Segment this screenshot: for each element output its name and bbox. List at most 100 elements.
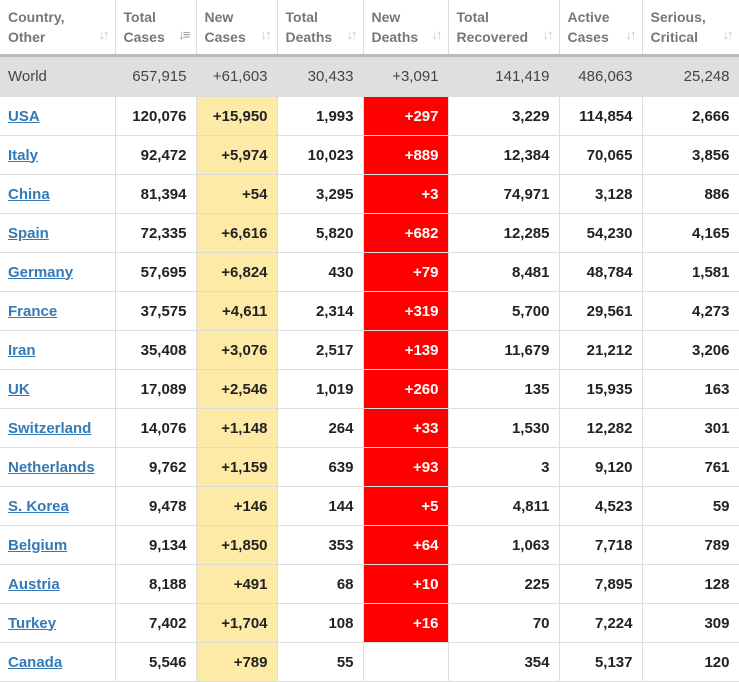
total-deaths-cell: 144	[277, 486, 364, 526]
country-link[interactable]: UK	[8, 380, 30, 398]
table-row: Austria 8,188 +491 68 +10 225 7,895 128	[0, 564, 739, 604]
active-cases-cell: 3,128	[559, 174, 643, 214]
serious-critical-cell: 789	[642, 525, 739, 565]
serious-critical-cell: 3,206	[642, 330, 739, 370]
country-cell: Canada	[0, 642, 116, 682]
active-cases-cell: 7,224	[559, 603, 643, 643]
total-cases-cell: 9,762	[115, 447, 197, 487]
serious-critical-cell: 4,273	[642, 291, 739, 331]
new-deaths-cell: +64	[363, 525, 449, 565]
total-recovered-cell: 225	[448, 564, 560, 604]
active-cases-cell: 21,212	[559, 330, 643, 370]
serious-critical-cell: 3,856	[642, 135, 739, 175]
table-row: Canada 5,546 +789 55 354 5,137 120	[0, 642, 739, 682]
total-cases-cell: 9,134	[115, 525, 197, 565]
header-total-recovered[interactable]: Total Recovered ↓↑	[448, 0, 560, 57]
serious-critical-cell: 2,666	[642, 96, 739, 136]
country-link[interactable]: Belgium	[8, 536, 68, 554]
active-cases-cell: 29,561	[559, 291, 643, 331]
new-cases-cell: +491	[196, 564, 278, 604]
country-link[interactable]: Germany	[8, 263, 74, 281]
total-deaths-cell: 108	[277, 603, 364, 643]
table-row: USA 120,076 +15,950 1,993 +297 3,229 114,854 2,…	[0, 96, 739, 136]
serious-critical-cell: 301	[642, 408, 739, 448]
total-deaths-cell: 353	[277, 525, 364, 565]
country-cell: Belgium	[0, 525, 116, 565]
sort-desc-icon[interactable]: ↓≡	[178, 27, 190, 42]
header-active-cases[interactable]: Active Cases ↓↑	[559, 0, 643, 57]
sort-icon[interactable]: ↓↑	[346, 27, 358, 42]
header-label: New Cases	[204, 9, 246, 45]
country-link[interactable]: Turkey	[8, 614, 57, 632]
new-cases-cell: +1,850	[196, 525, 278, 565]
serious-critical-cell: 163	[642, 369, 739, 409]
table-row: UK 17,089 +2,546 1,019 +260 135 15,935 163	[0, 369, 739, 409]
table-row: Netherlands 9,762 +1,159 639 +93 3 9,120 761	[0, 447, 739, 487]
header-country[interactable]: Country, Other ↓↑	[0, 0, 116, 57]
country-cell: World	[0, 55, 116, 97]
country-cell: Italy	[0, 135, 116, 175]
country-link[interactable]: S. Korea	[8, 497, 69, 515]
country-link[interactable]: Italy	[8, 146, 39, 164]
active-cases-cell: 486,063	[559, 55, 643, 97]
total-deaths-cell: 10,023	[277, 135, 364, 175]
header-new-deaths[interactable]: New Deaths ↓↑	[363, 0, 449, 57]
serious-critical-cell: 59	[642, 486, 739, 526]
header-row: Country, Other ↓↑ Total Cases ↓≡ New Cases ↓↑…	[0, 0, 739, 57]
active-cases-cell: 5,137	[559, 642, 643, 682]
total-recovered-cell: 354	[448, 642, 560, 682]
new-deaths-cell: +889	[363, 135, 449, 175]
serious-critical-cell: 4,165	[642, 213, 739, 253]
country-link[interactable]: France	[8, 302, 58, 320]
country-link[interactable]: Spain	[8, 224, 49, 242]
table-row: S. Korea 9,478 +146 144 +5 4,811 4,523 59	[0, 486, 739, 526]
total-cases-cell: 14,076	[115, 408, 197, 448]
total-deaths-cell: 2,517	[277, 330, 364, 370]
active-cases-cell: 48,784	[559, 252, 643, 292]
table-row: Spain 72,335 +6,616 5,820 +682 12,285 54,230 4,…	[0, 213, 739, 253]
country-link[interactable]: Iran	[8, 341, 36, 359]
total-recovered-cell: 3	[448, 447, 560, 487]
country-link[interactable]: China	[8, 185, 50, 203]
country-cell: Netherlands	[0, 447, 116, 487]
header-total-cases[interactable]: Total Cases ↓≡	[115, 0, 197, 57]
total-cases-cell: 35,408	[115, 330, 197, 370]
total-recovered-cell: 8,481	[448, 252, 560, 292]
country-link[interactable]: Switzerland	[8, 419, 92, 437]
total-cases-cell: 9,478	[115, 486, 197, 526]
total-recovered-cell: 12,285	[448, 213, 560, 253]
total-cases-cell: 17,089	[115, 369, 197, 409]
sort-icon[interactable]: ↓↑	[431, 27, 443, 42]
country-link[interactable]: Austria	[8, 575, 60, 593]
country-cell: China	[0, 174, 116, 214]
sort-icon[interactable]: ↓↑	[722, 27, 734, 42]
sort-icon[interactable]: ↓↑	[625, 27, 637, 42]
country-cell: Switzerland	[0, 408, 116, 448]
country-link[interactable]: Canada	[8, 653, 63, 671]
header-total-deaths[interactable]: Total Deaths ↓↑	[277, 0, 364, 57]
total-deaths-cell: 264	[277, 408, 364, 448]
serious-critical-cell: 309	[642, 603, 739, 643]
sort-icon[interactable]: ↓↑	[260, 27, 272, 42]
total-cases-cell: 7,402	[115, 603, 197, 643]
sort-icon[interactable]: ↓↑	[98, 27, 110, 42]
header-serious-critical[interactable]: Serious, Critical ↓↑	[642, 0, 739, 57]
country-link[interactable]: USA	[8, 107, 40, 125]
new-cases-cell: +61,603	[196, 55, 278, 97]
total-recovered-cell: 70	[448, 603, 560, 643]
serious-critical-cell: 1,581	[642, 252, 739, 292]
total-recovered-cell: 135	[448, 369, 560, 409]
country-cell: Austria	[0, 564, 116, 604]
serious-critical-cell: 120	[642, 642, 739, 682]
header-new-cases[interactable]: New Cases ↓↑	[196, 0, 278, 57]
new-deaths-cell: +297	[363, 96, 449, 136]
serious-critical-cell: 761	[642, 447, 739, 487]
country-link[interactable]: Netherlands	[8, 458, 95, 476]
world-row: World 657,915 +61,603 30,433 +3,091 141,419 48…	[0, 55, 739, 97]
new-cases-cell: +1,704	[196, 603, 278, 643]
new-cases-cell: +789	[196, 642, 278, 682]
sort-icon[interactable]: ↓↑	[542, 27, 554, 42]
active-cases-cell: 12,282	[559, 408, 643, 448]
total-deaths-cell: 68	[277, 564, 364, 604]
